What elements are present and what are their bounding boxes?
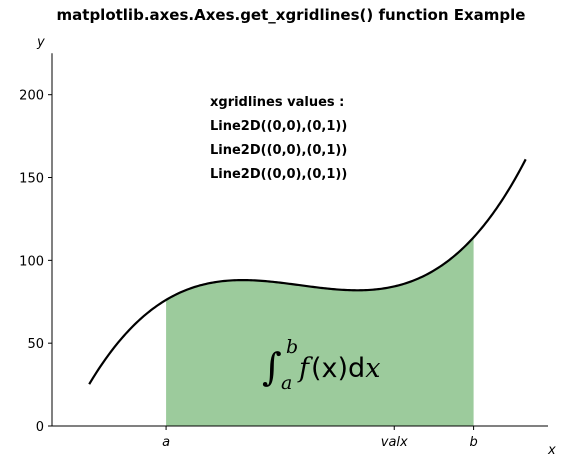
- x-axis-label: x: [547, 443, 556, 458]
- y-tick-label: 150: [19, 172, 44, 187]
- x-ticks: a valx b: [162, 426, 478, 450]
- annotation-line: Line2D((0,0),(0,1)): [210, 143, 347, 158]
- x-tick-label: a: [162, 435, 170, 450]
- plot-area: [88, 158, 527, 426]
- function-curve: [88, 158, 527, 385]
- y-tick-label: 50: [27, 337, 44, 352]
- integral-args: (x)dx: [311, 353, 380, 384]
- integral-upper-limit: b: [286, 336, 298, 358]
- annotation-line: Line2D((0,0),(0,1)): [210, 167, 347, 182]
- annotation-line: Line2D((0,0),(0,1)): [210, 119, 347, 134]
- axes: [51, 53, 548, 427]
- integral-fill-area: [166, 237, 474, 426]
- annotation-heading: xgridlines values :: [210, 95, 344, 110]
- y-axis-label: y: [36, 35, 45, 50]
- y-tick-label: 0: [36, 420, 44, 435]
- y-ticks: 0 50 100 150 200: [19, 89, 52, 435]
- integral-formula: ∫ b a f (x)dx: [262, 336, 380, 394]
- y-tick-label: 200: [19, 89, 44, 104]
- integral-sign: ∫: [262, 345, 282, 389]
- integral-lower-limit: a: [281, 372, 292, 394]
- annotation-box: xgridlines values : Line2D((0,0),(0,1)) …: [210, 95, 347, 182]
- y-tick-label: 100: [19, 254, 44, 269]
- x-tick-label: b: [469, 435, 477, 450]
- chart-title: matplotlib.axes.Axes.get_xgridlines() fu…: [57, 6, 526, 24]
- x-tick-label: valx: [381, 435, 408, 450]
